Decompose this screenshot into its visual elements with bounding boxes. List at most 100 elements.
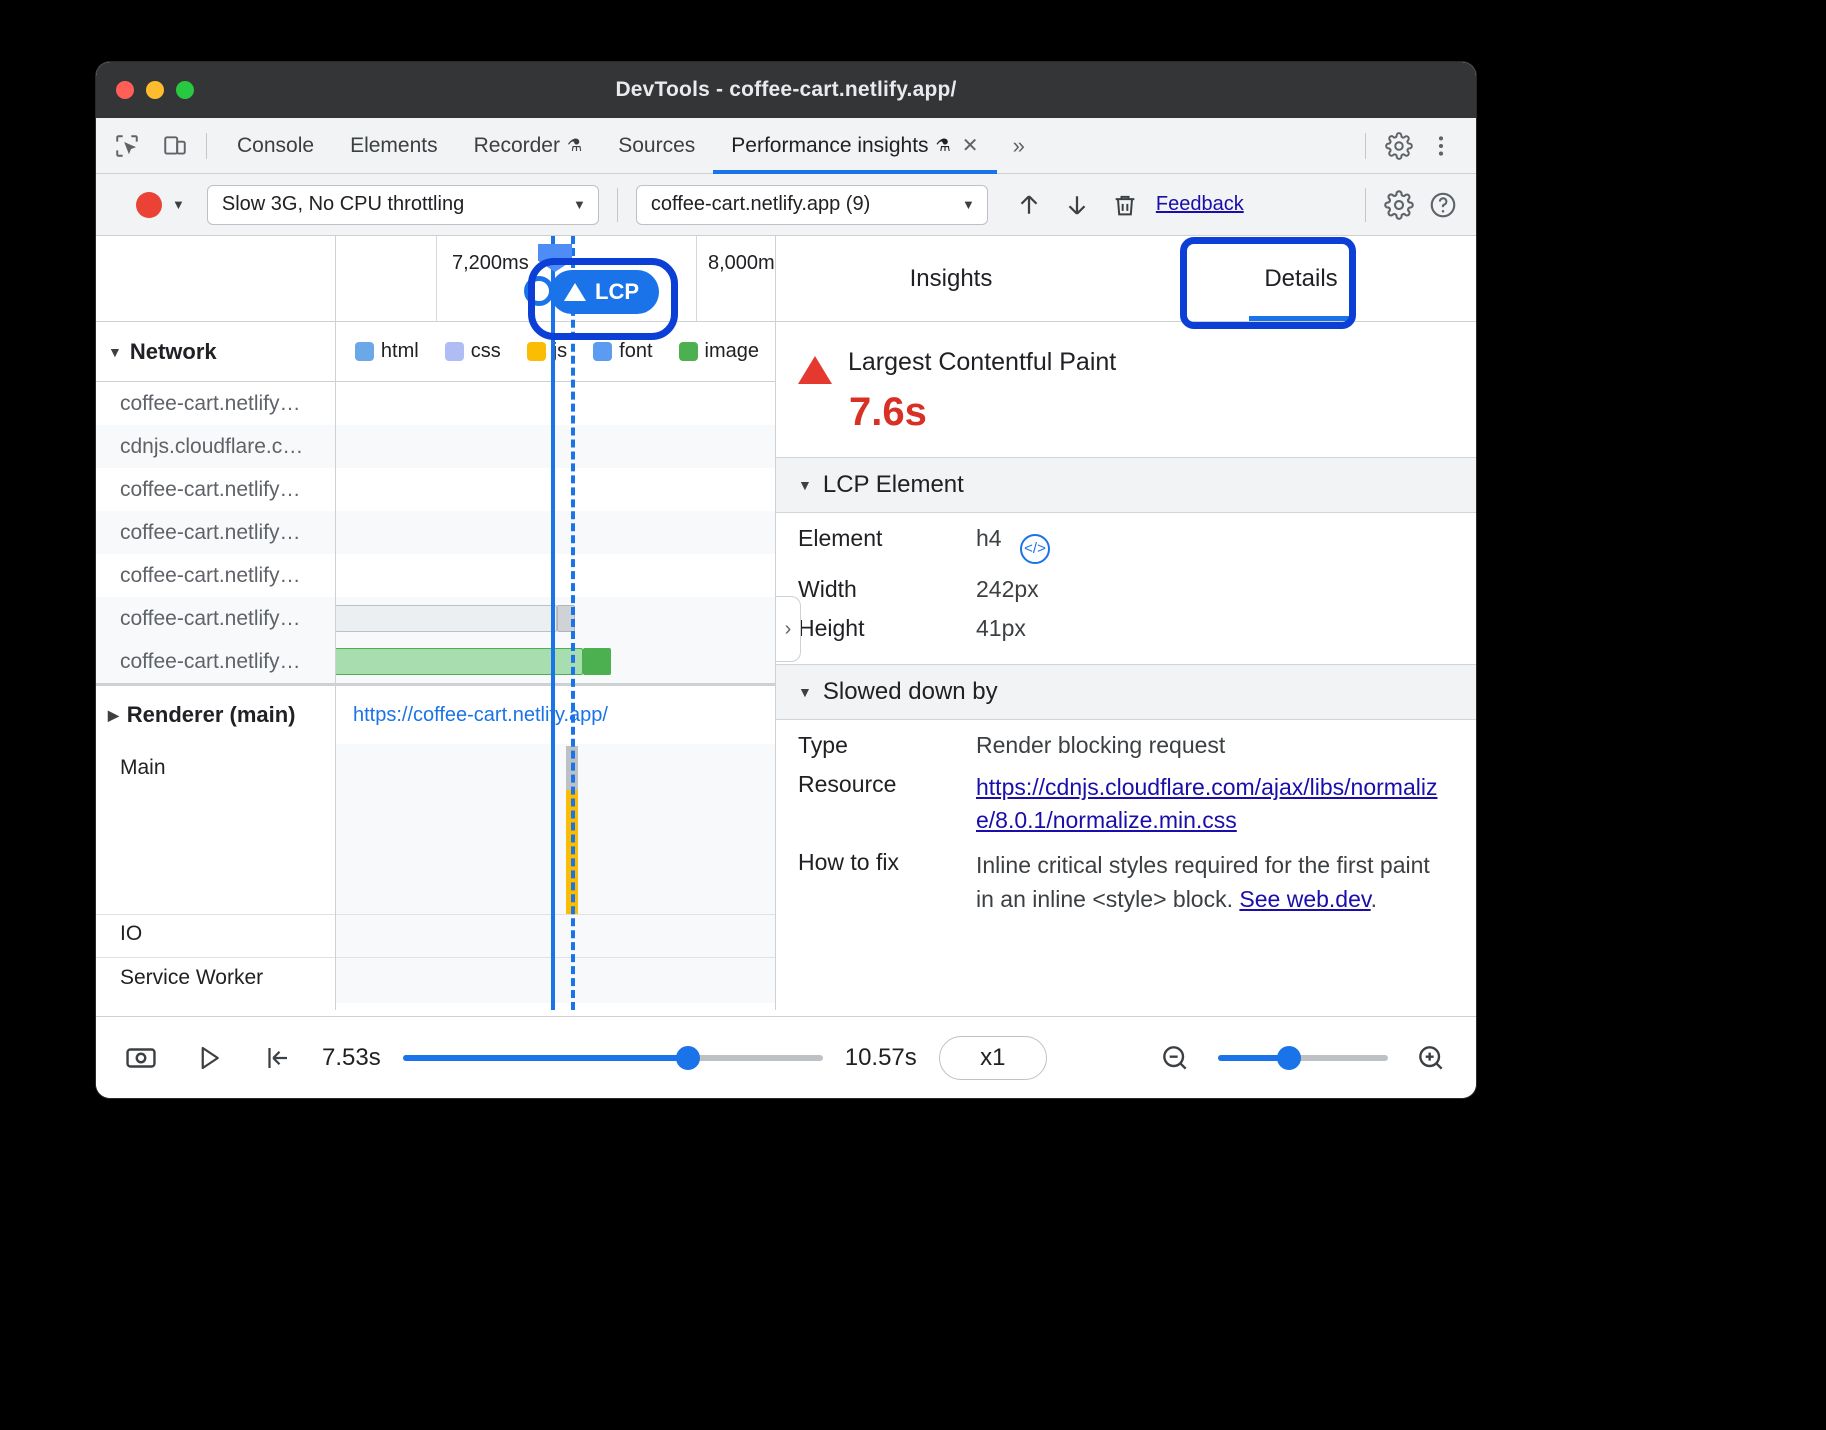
triangle-down-icon: ▼ [798, 477, 812, 493]
target-select-value: coffee-cart.netlify.app (9) [650, 193, 871, 215]
request-track [335, 425, 775, 468]
timeline-range-slider[interactable] [402, 1045, 823, 1070]
resource-link[interactable]: https://cdnjs.cloudflare.com/ajax/libs/n… [976, 773, 1438, 833]
network-group-title[interactable]: ▼ Network [96, 339, 331, 365]
slider-knob[interactable] [1277, 1045, 1302, 1070]
legend-item-css: css [444, 340, 501, 363]
record-dropdown-icon[interactable]: ▼ [172, 197, 185, 212]
maximize-window-button[interactable] [176, 81, 194, 99]
slider-knob[interactable] [676, 1045, 701, 1070]
ruler-gridline [436, 236, 437, 321]
table-row[interactable]: coffee-cart.netlify… [96, 640, 775, 683]
legend-label: image [704, 340, 759, 362]
ruler-tick-label: 7,200ms [452, 252, 529, 274]
range-end-time: 10.57s [844, 1043, 917, 1071]
feedback-link[interactable]: Feedback [1155, 193, 1244, 215]
section-header-slowed-down-by[interactable]: ▼ Slowed down by [776, 663, 1476, 720]
request-track [335, 554, 775, 597]
throttling-select[interactable]: Slow 3G, No CPU throttling ▼ [206, 184, 599, 225]
tab-recorder[interactable]: Recorder ⚗ [456, 118, 601, 174]
play-icon[interactable] [186, 1035, 232, 1081]
request-name: coffee-cart.netlify… [120, 563, 301, 587]
request-name: coffee-cart.netlify… [120, 520, 301, 544]
legend-swatch-js [526, 342, 546, 361]
request-track [335, 511, 775, 554]
main-task-bar[interactable] [566, 746, 578, 790]
table-row[interactable]: coffee-cart.netlify… [96, 511, 775, 554]
request-bar[interactable] [335, 605, 557, 632]
settings-gear-icon[interactable] [1380, 186, 1418, 224]
lcp-chip[interactable]: LCP [550, 270, 659, 314]
more-tabs-icon[interactable]: » [1012, 132, 1025, 158]
settings-gear-icon[interactable] [1380, 127, 1418, 165]
device-toolbar-icon[interactable] [158, 129, 192, 163]
web-dev-link[interactable]: See web.dev [1239, 885, 1371, 912]
inspect-element-icon[interactable] [110, 129, 144, 163]
toolbar-divider [1365, 187, 1366, 222]
zoom-in-icon[interactable] [1408, 1035, 1454, 1081]
table-row[interactable]: coffee-cart.netlify… [96, 597, 775, 640]
table-row[interactable]: coffee-cart.netlify… [96, 554, 775, 597]
screenshot-eye-icon[interactable] [118, 1035, 164, 1081]
element-tag: h4 [976, 525, 1002, 551]
tab-label: Insights [909, 264, 993, 292]
renderer-group-title[interactable]: ▶ Renderer (main) [96, 702, 335, 728]
track-io[interactable]: IO [96, 914, 775, 957]
record-button[interactable] [136, 191, 162, 218]
more-options-icon[interactable] [1422, 127, 1460, 165]
triangle-down-icon: ▼ [108, 343, 122, 360]
bottom-toolbar: 7.53s 10.57s x1 [96, 1016, 1476, 1098]
tab-console[interactable]: Console [219, 118, 332, 174]
detail-row-how-to-fix: How to fix Inline critical styles requir… [776, 837, 1476, 916]
table-row[interactable]: cdnjs.cloudflare.c… [96, 425, 775, 468]
zoom-slider[interactable] [1218, 1045, 1388, 1070]
request-name: coffee-cart.netlify… [120, 477, 301, 501]
tab-elements[interactable]: Elements [332, 118, 456, 174]
tab-sources[interactable]: Sources [600, 118, 713, 174]
renderer-url[interactable]: https://coffee-cart.netlify.app/ [353, 703, 608, 726]
request-track [335, 468, 775, 511]
detail-key: Height [798, 614, 865, 641]
track-main[interactable]: Main [96, 744, 775, 914]
window-title: DevTools - coffee-cart.netlify.app/ [615, 78, 957, 101]
legend-item-font: font [593, 340, 653, 363]
main-script-bar[interactable] [566, 790, 578, 914]
table-row[interactable]: coffee-cart.netlify… [96, 468, 775, 511]
track-separator [96, 683, 775, 686]
help-icon[interactable] [1424, 186, 1462, 224]
track-service-worker[interactable]: Service Worker [96, 957, 775, 1003]
network-group-header[interactable]: ▼ Network html css [96, 322, 775, 382]
detail-key: Type [798, 731, 848, 758]
track-label: Main [96, 744, 335, 914]
trash-icon[interactable] [1106, 186, 1144, 224]
close-window-button[interactable] [116, 81, 134, 99]
download-icon[interactable] [1058, 186, 1096, 224]
metric-name: Largest Contentful Paint [848, 348, 1117, 376]
metric-value: 7.6s [849, 390, 927, 434]
upload-icon[interactable] [1010, 186, 1048, 224]
network-label: Network [129, 338, 217, 364]
request-bar-download[interactable] [583, 648, 611, 675]
close-tab-icon[interactable]: ✕ [961, 135, 979, 157]
track-content [335, 744, 775, 914]
table-row[interactable]: coffee-cart.netlify… [96, 382, 775, 425]
details-content: Largest Contentful Paint 7.6s ▼ LCP Elem… [776, 322, 1476, 916]
jump-to-start-icon[interactable] [254, 1035, 300, 1081]
tab-details[interactable]: Details [1126, 236, 1476, 321]
detail-row-resource: Resource https://cdnjs.cloudflare.com/aj… [776, 759, 1476, 838]
toolbar-divider [1365, 132, 1366, 159]
collapse-sidebar-button[interactable]: › [776, 596, 801, 662]
zoom-level-badge[interactable]: x1 [938, 1035, 1047, 1080]
request-bar[interactable] [335, 648, 583, 675]
code-brackets-icon[interactable]: </> [1019, 533, 1050, 564]
tab-performance-insights[interactable]: Performance insights ⚗ ✕ [713, 118, 997, 174]
request-bar-download[interactable] [557, 605, 575, 632]
zoom-out-icon[interactable] [1152, 1035, 1198, 1081]
tab-insights[interactable]: Insights [776, 236, 1126, 321]
minimize-window-button[interactable] [146, 81, 164, 99]
request-track [335, 597, 775, 640]
timeline-ruler[interactable]: 7,200ms 8,000m [96, 236, 775, 322]
section-header-lcp-element[interactable]: ▼ LCP Element [776, 457, 1476, 513]
target-select[interactable]: coffee-cart.netlify.app (9) ▼ [635, 184, 988, 225]
renderer-group-header[interactable]: ▶ Renderer (main) https://coffee-cart.ne… [96, 686, 775, 744]
